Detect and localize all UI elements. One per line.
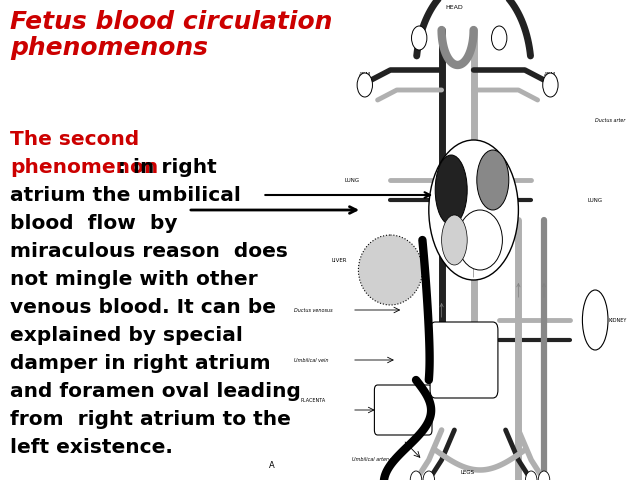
Text: miraculous reason  does: miraculous reason does [10, 242, 288, 261]
Text: HEAD: HEAD [445, 5, 463, 10]
Text: not mingle with other: not mingle with other [10, 270, 258, 289]
Text: Fetus blood circulation: Fetus blood circulation [10, 10, 332, 34]
Text: GUT: GUT [458, 358, 470, 362]
Circle shape [525, 471, 537, 480]
Text: explained by special: explained by special [10, 326, 243, 345]
Circle shape [543, 73, 558, 97]
Text: ARM: ARM [359, 72, 371, 77]
Circle shape [492, 26, 507, 50]
Text: atrium the umbilical: atrium the umbilical [10, 186, 241, 205]
Text: A: A [269, 461, 275, 470]
Text: left existence.: left existence. [10, 438, 173, 457]
Text: Ductus venosus: Ductus venosus [294, 308, 333, 312]
Circle shape [538, 471, 550, 480]
Text: KIDNEY: KIDNEY [609, 317, 627, 323]
Text: Umbilical vein: Umbilical vein [294, 358, 329, 362]
Ellipse shape [582, 290, 608, 350]
Text: LUNG: LUNG [344, 178, 360, 182]
Circle shape [423, 471, 435, 480]
Text: phenomenon: phenomenon [10, 158, 158, 177]
Text: LUNG: LUNG [588, 197, 603, 203]
Text: LIVER: LIVER [332, 257, 347, 263]
Text: The second: The second [10, 130, 140, 149]
Circle shape [410, 471, 422, 480]
Ellipse shape [358, 235, 422, 305]
Ellipse shape [442, 215, 467, 265]
Ellipse shape [458, 210, 502, 270]
Text: LEGS: LEGS [460, 470, 474, 475]
Text: Umbilical artery: Umbilical artery [352, 457, 391, 463]
Text: damper in right atrium: damper in right atrium [10, 354, 271, 373]
Text: : in right: : in right [118, 158, 217, 177]
Circle shape [412, 26, 427, 50]
Ellipse shape [477, 150, 509, 210]
Text: phenomenons: phenomenons [10, 36, 208, 60]
FancyBboxPatch shape [374, 385, 432, 435]
Text: from  right atrium to the: from right atrium to the [10, 410, 291, 429]
Text: PLACENTA: PLACENTA [301, 397, 326, 403]
Text: Ductus arter: Ductus arter [595, 118, 625, 122]
Text: ARM: ARM [545, 72, 556, 77]
Ellipse shape [429, 140, 518, 280]
Text: venous blood. It can be: venous blood. It can be [10, 298, 276, 317]
Circle shape [357, 73, 372, 97]
FancyBboxPatch shape [430, 322, 498, 398]
Text: blood  flow  by: blood flow by [10, 214, 177, 233]
Ellipse shape [435, 155, 467, 225]
Text: and foramen oval leading: and foramen oval leading [10, 382, 301, 401]
